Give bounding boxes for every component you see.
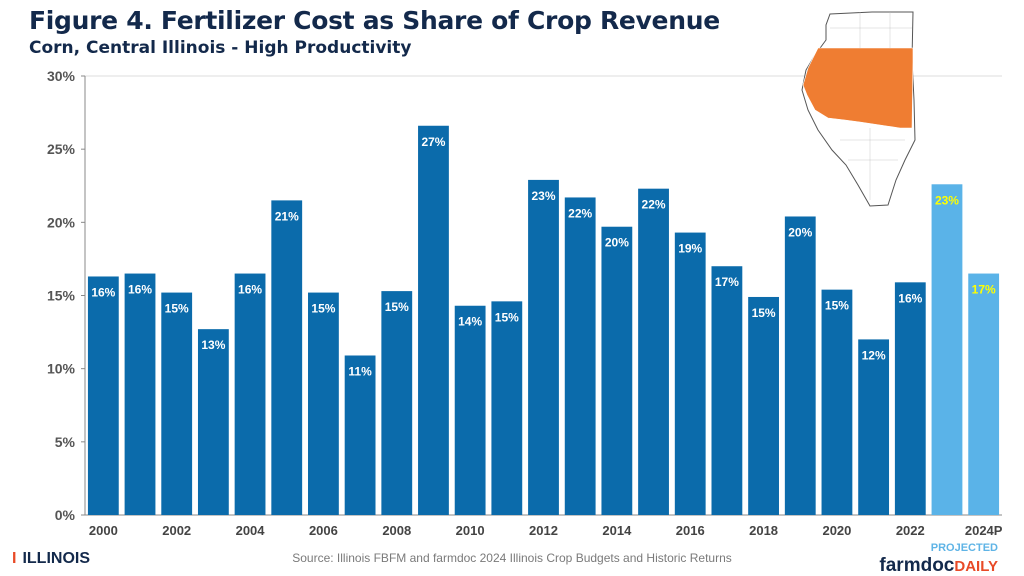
bar-2016 (674, 232, 706, 515)
data-label-2008: 15% (385, 300, 409, 314)
source-note: Source: Illinois FBFM and farmdoc 2024 I… (292, 551, 732, 565)
bar-2018 (748, 296, 779, 515)
data-label-2014: 20% (605, 236, 629, 250)
data-label-2005: 21% (275, 209, 299, 223)
bar-2019 (784, 216, 816, 516)
bar-2009 (418, 125, 449, 516)
bar-2005 (271, 200, 303, 515)
y-tick-label: 0% (55, 507, 76, 523)
x-tick-label: 2018 (749, 523, 778, 538)
x-tick-label: 2024P (965, 523, 1003, 538)
x-tick-label: 2010 (456, 523, 485, 538)
y-tick-label: 20% (47, 214, 76, 230)
x-tick-label: 2012 (529, 523, 558, 538)
x-tick-label: 2022 (896, 523, 925, 538)
data-label-2024P: 17% (972, 283, 996, 297)
data-label-2017: 17% (715, 275, 739, 289)
bar-2012 (528, 179, 559, 515)
bar-2014 (601, 226, 633, 515)
data-label-2022: 16% (898, 291, 922, 305)
x-tick-label: 2004 (236, 523, 266, 538)
bar-2021 (858, 339, 890, 515)
y-tick-label: 15% (47, 288, 76, 304)
data-label-2009: 27% (421, 135, 445, 149)
data-label-2006: 15% (311, 302, 335, 316)
x-tick-label: 2008 (382, 523, 411, 538)
data-label-2002: 15% (165, 302, 189, 316)
bar-2022 (894, 282, 926, 515)
bar-2023 (931, 184, 963, 515)
bar-2020 (821, 289, 853, 515)
data-label-2004: 16% (238, 283, 262, 297)
y-tick-label: 25% (47, 141, 76, 157)
data-label-2019: 20% (788, 225, 812, 239)
bar-2002 (161, 292, 193, 515)
x-tick-label: 2000 (89, 523, 118, 538)
bar-2004 (234, 273, 266, 515)
x-tick-label: 2020 (822, 523, 851, 538)
central-illinois-region (802, 47, 914, 129)
y-tick-label: 10% (47, 361, 76, 377)
bar-2007 (344, 355, 376, 515)
data-label-2011: 15% (495, 310, 519, 324)
bar-2011 (491, 301, 523, 515)
chart-title: Figure 4. Fertilizer Cost as Share of Cr… (29, 6, 720, 35)
y-tick-label: 30% (47, 68, 76, 84)
chart-subtitle: Corn, Central Illinois - High Productivi… (29, 38, 412, 58)
data-label-2015: 22% (642, 198, 666, 212)
x-tick-label: 2016 (676, 523, 705, 538)
bar-2000 (87, 276, 119, 515)
data-label-2020: 15% (825, 299, 849, 313)
block-i-icon: I (12, 550, 17, 567)
bar-2017 (711, 266, 743, 515)
data-label-2018: 15% (752, 306, 776, 320)
bar-2008 (381, 291, 413, 515)
data-label-2012: 23% (531, 189, 555, 203)
data-label-2003: 13% (201, 338, 225, 352)
bar-2024P (968, 273, 1000, 515)
bar-2006 (308, 292, 339, 515)
projected-legend: PROJECTED (930, 542, 998, 554)
data-label-2007: 11% (348, 364, 372, 378)
bar-2003 (197, 329, 229, 515)
x-tick-label: 2002 (162, 523, 191, 538)
data-label-2021: 12% (862, 348, 886, 362)
data-label-2016: 19% (678, 242, 702, 256)
bar-2013 (564, 197, 596, 515)
bar-2015 (638, 188, 669, 515)
x-tick-label: 2006 (309, 523, 338, 538)
data-label-2013: 22% (568, 206, 592, 220)
illinois-logo: I ILLINOIS (12, 550, 91, 567)
farmdoc-daily-logo: farmdocDAILY (879, 555, 998, 576)
data-label-2001: 16% (128, 283, 152, 297)
bar-2010 (454, 305, 486, 515)
data-label-2023: 23% (935, 193, 959, 207)
x-tick-label: 2014 (602, 523, 632, 538)
data-label-2010: 14% (458, 315, 482, 329)
bar-2001 (124, 273, 156, 515)
data-label-2000: 16% (91, 285, 115, 299)
y-tick-label: 5% (55, 434, 76, 450)
